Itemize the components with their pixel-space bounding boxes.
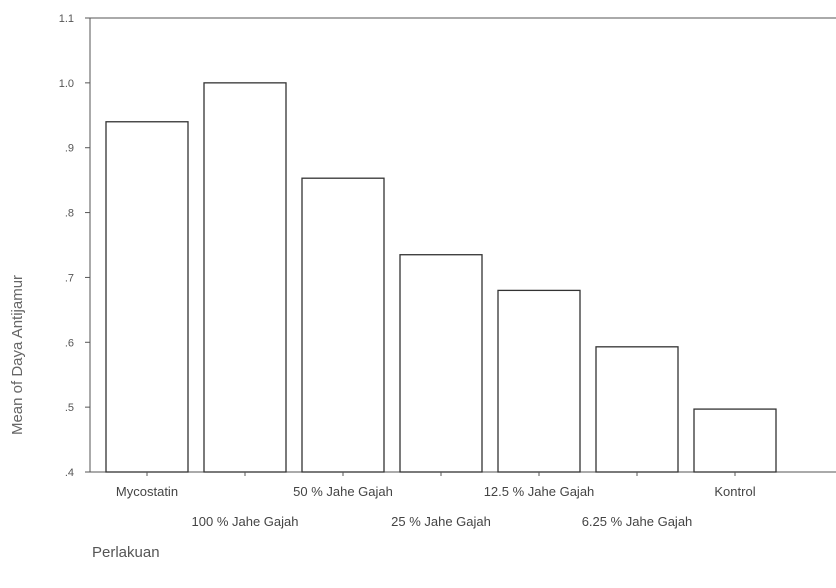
y-tick-label: 1.1: [59, 13, 74, 25]
y-tick-label: 1.0: [59, 78, 74, 90]
category-label: 6.25 % Jahe Gajah: [582, 514, 693, 529]
category-label: Kontrol: [714, 484, 755, 499]
x-axis-label: Perlakuan: [92, 544, 160, 561]
y-ticks-group: .4 .5 .6 .7 .8 .9 1.0 1.1: [59, 13, 90, 479]
y-tick-label: .5: [65, 402, 74, 414]
y-tick-label: .7: [65, 272, 74, 284]
bar: [693, 408, 777, 473]
bar: [105, 121, 189, 473]
y-tick-label: .8: [65, 208, 74, 220]
y-tick-label: .4: [65, 467, 74, 479]
category-label: 100 % Jahe Gajah: [192, 514, 299, 529]
category-label: Mycostatin: [116, 484, 178, 499]
y-axis-label: Mean of Daya Antijamur: [9, 275, 26, 435]
bars-group: [105, 82, 777, 473]
bar: [595, 346, 679, 473]
category-label: 12.5 % Jahe Gajah: [484, 484, 595, 499]
bar: [203, 82, 287, 473]
category-label: 25 % Jahe Gajah: [391, 514, 491, 529]
category-label: 50 % Jahe Gajah: [293, 484, 393, 499]
bar: [399, 254, 483, 473]
y-tick-label: .6: [65, 337, 74, 349]
category-labels-group: Mycostatin 100 % Jahe Gajah 50 % Jahe Gaja…: [116, 472, 756, 529]
y-tick-label: .9: [65, 143, 74, 155]
bar: [301, 177, 385, 473]
bar: [497, 289, 581, 473]
